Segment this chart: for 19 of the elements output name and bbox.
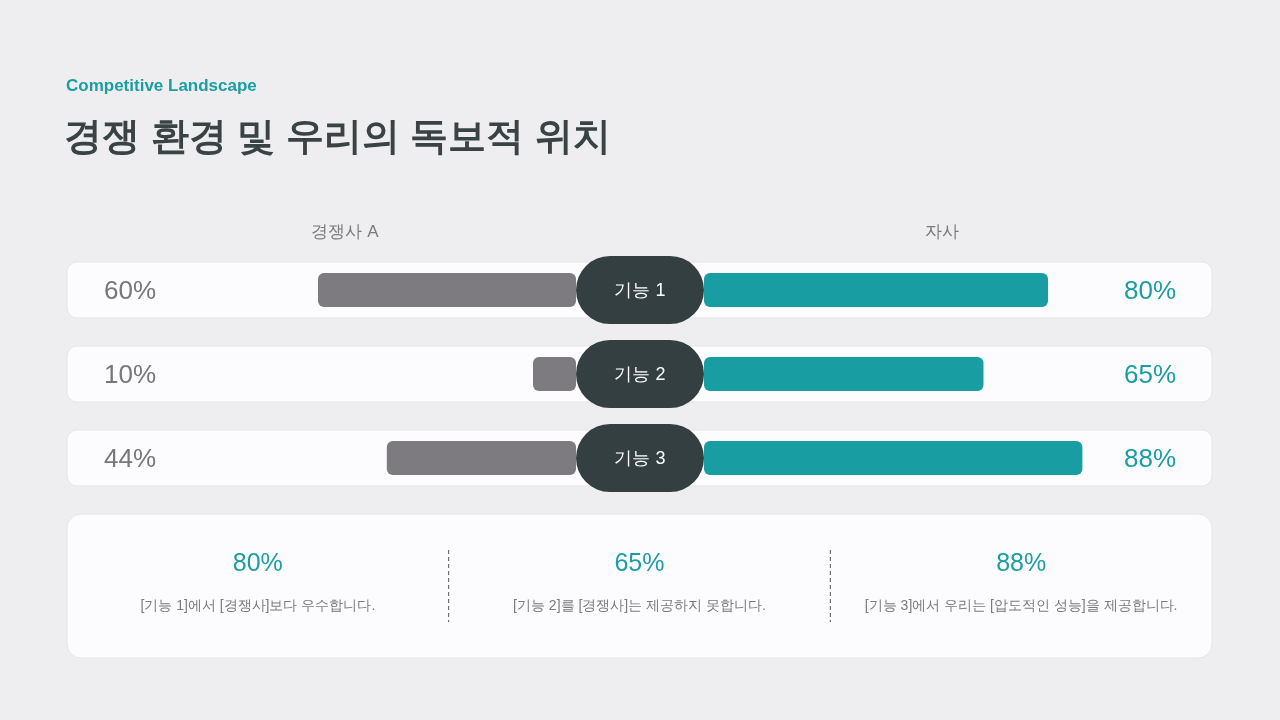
y-tick-label: 기능 2 xyxy=(614,364,666,384)
data-label: 44% xyxy=(103,443,157,473)
text: [기능 3]에서 우리는 [압도적인 성능]을 제공합니다. xyxy=(864,597,1178,613)
text: 80% xyxy=(232,548,283,576)
text: Competitive Landscape xyxy=(66,76,257,95)
text: 88% xyxy=(996,548,1047,576)
data-label: 60% xyxy=(103,275,157,305)
series-label: 경쟁사 A xyxy=(311,222,380,241)
text: [기능 1]에서 [경쟁사]보다 우수합니다. xyxy=(140,597,376,613)
data-label: 80% xyxy=(1123,275,1177,305)
y-tick-label: 기능 1 xyxy=(614,280,666,300)
text: 65% xyxy=(614,548,665,576)
series-label: 자사 xyxy=(925,222,959,241)
data-label: 88% xyxy=(1123,443,1177,473)
data-label: 65% xyxy=(1123,359,1177,389)
data-label: 10% xyxy=(103,359,157,389)
text: [기능 2]를 [경쟁사]는 제공하지 못합니다. xyxy=(513,597,766,613)
y-tick-label: 기능 3 xyxy=(614,448,666,468)
chart-title: 경쟁 환경 및 우리의 독보적 위치 xyxy=(64,115,611,157)
